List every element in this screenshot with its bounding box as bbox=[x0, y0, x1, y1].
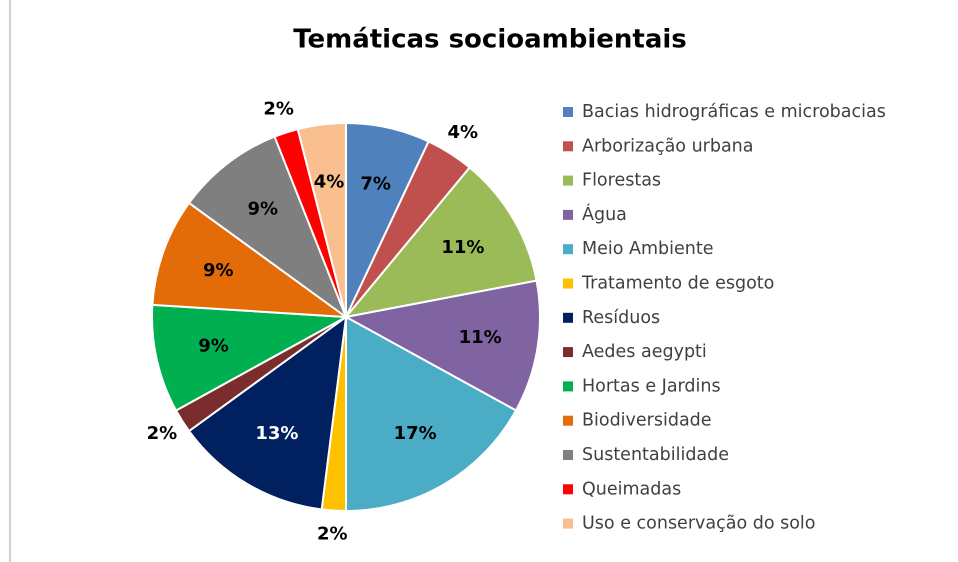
legend-swatch bbox=[563, 209, 573, 220]
legend-label: Resíduos bbox=[582, 308, 660, 328]
data-label: 2% bbox=[317, 524, 348, 545]
legend-swatch bbox=[563, 278, 573, 289]
legend-label: Arborização urbana bbox=[582, 136, 754, 156]
legend-swatch bbox=[563, 484, 573, 495]
legend-label: Bacias hidrográficas e microbacias bbox=[582, 102, 886, 122]
legend-label: Sustentabilidade bbox=[582, 445, 729, 465]
pie-slice bbox=[345, 315, 518, 513]
pie-slice bbox=[151, 303, 350, 412]
legend-swatch bbox=[563, 175, 573, 186]
data-label: 9% bbox=[198, 336, 229, 357]
legend-swatch bbox=[563, 518, 573, 529]
chart-title: Temáticas socioambientais bbox=[293, 25, 687, 55]
legend-swatch bbox=[563, 450, 573, 460]
pie-slice bbox=[343, 279, 541, 412]
pie-slice bbox=[343, 166, 538, 319]
data-label: 4% bbox=[448, 122, 479, 143]
legend-swatch bbox=[563, 347, 573, 358]
legend-label: Queimadas bbox=[582, 479, 681, 499]
legend-label: Uso e conservação do solo bbox=[582, 514, 816, 534]
data-label: 4% bbox=[314, 171, 345, 192]
pie-slice bbox=[187, 314, 348, 511]
legend-label: Tratamento de esgoto bbox=[581, 274, 774, 294]
legend-label: Aedes aegypti bbox=[582, 342, 707, 362]
legend-swatch bbox=[563, 141, 573, 152]
legend-label: Hortas e Jardins bbox=[582, 376, 721, 396]
data-label: 9% bbox=[247, 199, 278, 220]
pie-slice bbox=[151, 201, 350, 319]
pie-slice bbox=[187, 135, 349, 320]
legend-label: Água bbox=[582, 203, 627, 225]
legend-label: Florestas bbox=[582, 171, 661, 191]
legend-swatch bbox=[563, 415, 573, 426]
data-label: 11% bbox=[459, 327, 502, 348]
legend-swatch bbox=[563, 244, 573, 255]
legend-swatch bbox=[563, 381, 573, 392]
data-label: 2% bbox=[147, 423, 178, 444]
pie-slice bbox=[296, 121, 347, 318]
data-label: 7% bbox=[360, 173, 391, 194]
legend-swatch bbox=[563, 107, 573, 117]
data-label: 17% bbox=[394, 423, 437, 444]
legend-label: Biodiversidade bbox=[582, 411, 712, 431]
data-label: 9% bbox=[203, 260, 234, 281]
data-label: 13% bbox=[255, 423, 298, 444]
legend-swatch bbox=[563, 312, 573, 323]
legend-label: Meio Ambiente bbox=[582, 239, 713, 259]
data-label: 2% bbox=[263, 99, 294, 120]
data-label: 11% bbox=[441, 237, 484, 258]
